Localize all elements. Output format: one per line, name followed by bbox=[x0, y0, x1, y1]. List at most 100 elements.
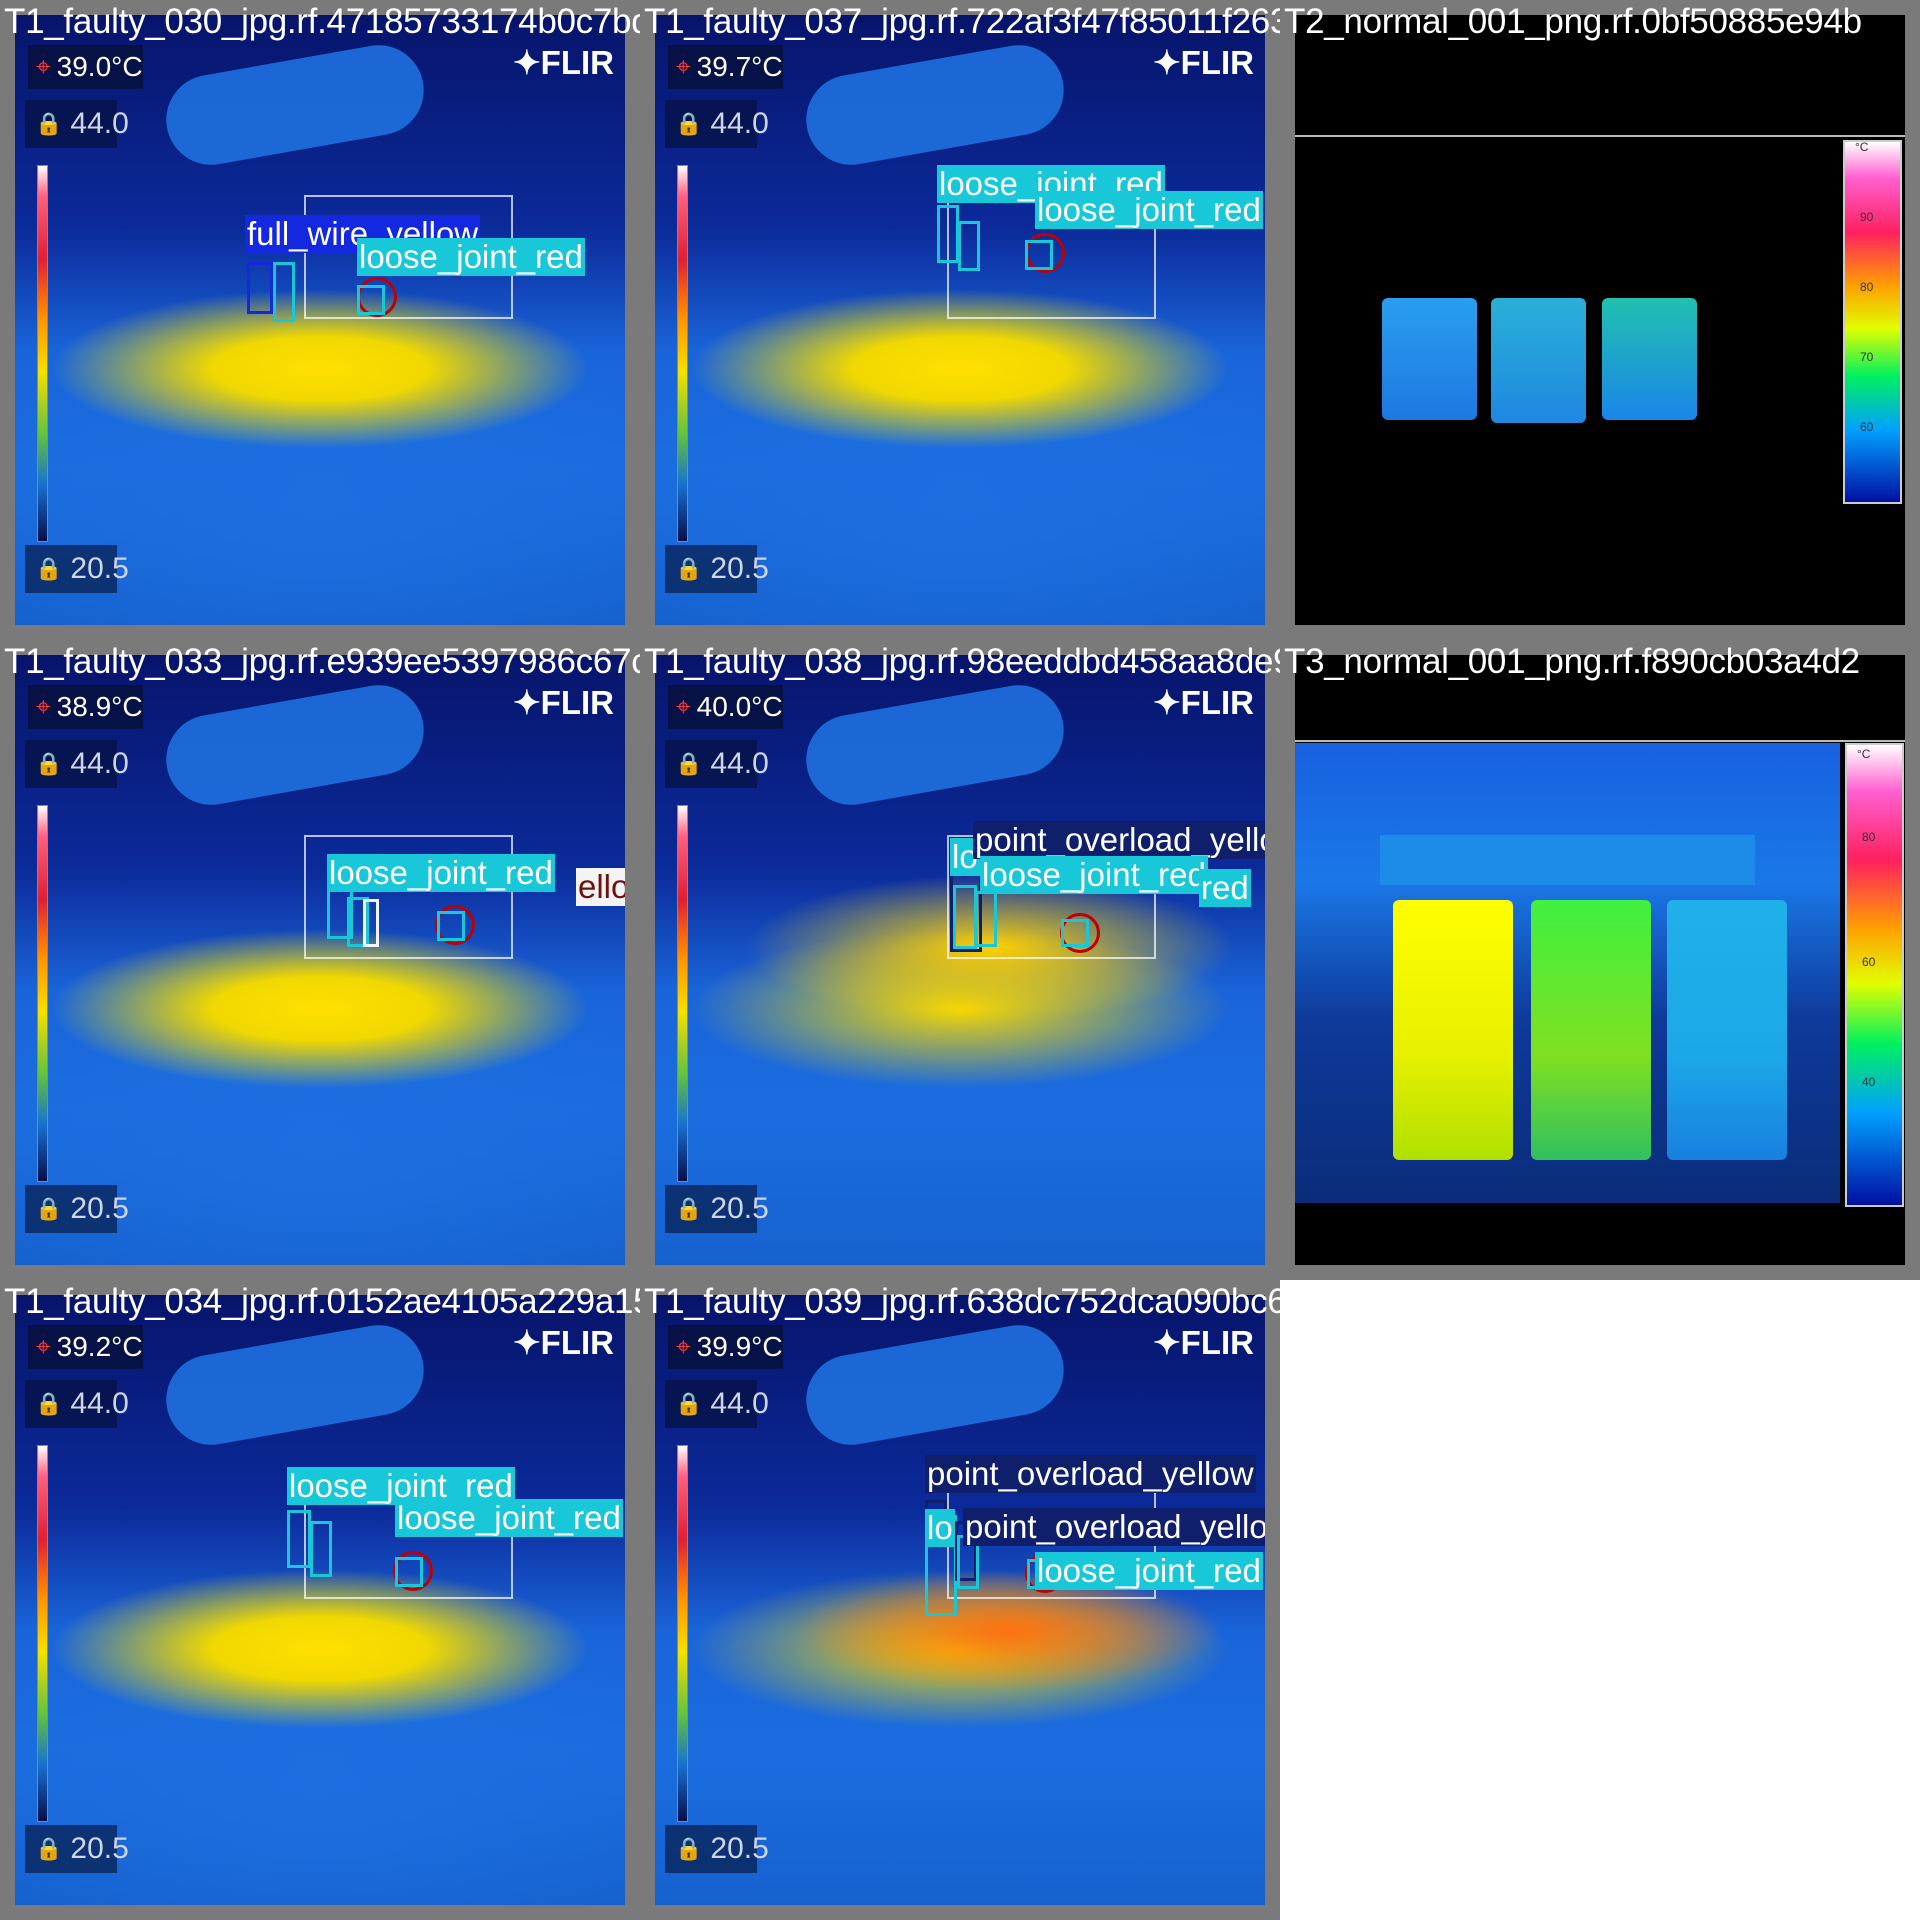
flir-logo: ✦FLIR bbox=[1153, 1324, 1254, 1361]
lock-icon: 🔒 bbox=[675, 1836, 703, 1861]
flir-logo-icon: ✦ bbox=[513, 1324, 541, 1361]
lock-icon: 🔒 bbox=[35, 111, 63, 136]
color-scale-bar bbox=[677, 805, 688, 1182]
flir-logo: ✦FLIR bbox=[513, 1324, 614, 1361]
flir-logo: ✦FLIR bbox=[1153, 44, 1254, 81]
color-scale-bar bbox=[677, 1445, 688, 1822]
scale-min: 🔒 20.5 bbox=[25, 1825, 129, 1873]
transformer-cell bbox=[1382, 298, 1477, 420]
temperature-scale-bar bbox=[1843, 140, 1902, 504]
lock-icon: 🔒 bbox=[35, 1391, 63, 1416]
bbox-loose-joint bbox=[395, 1557, 423, 1587]
thermal-image: °C 90 80 70 60 bbox=[1295, 15, 1905, 625]
scale-max: 🔒 44.0 bbox=[665, 100, 769, 148]
thermal-image: ⌖ 39.2°C ✦FLIR 🔒 44.0 🔒 20.5 loose_joint_re… bbox=[15, 1295, 625, 1905]
scale-unit: °C bbox=[1857, 747, 1871, 761]
temperature-readout: ⌖ 39.2°C bbox=[28, 1325, 143, 1369]
flir-logo: ✦FLIR bbox=[513, 684, 614, 721]
thermal-image: ⌖ 38.9°C ✦FLIR 🔒 44.0 🔒 20.5 loose_joint_re… bbox=[15, 655, 625, 1265]
filename-caption: T1_faulty_034_jpg.rf.0152ae4105a229a1589… bbox=[4, 1282, 640, 1321]
thermal-image: ⌖ 39.0°C ✦FLIR 🔒 44.0 🔒 20.5 full_wire_yell… bbox=[15, 15, 625, 625]
bbox-loose-joint bbox=[437, 911, 465, 941]
label-loose-joint-red: loose_joint_red bbox=[287, 1467, 515, 1505]
scale-max: 🔒 44.0 bbox=[25, 740, 129, 788]
temperature-readout: ⌖ 40.0°C bbox=[668, 685, 783, 729]
temperature-scale-bar bbox=[1845, 743, 1904, 1207]
lock-icon: 🔒 bbox=[35, 751, 63, 776]
color-scale-bar bbox=[37, 805, 48, 1182]
color-scale-bar bbox=[677, 165, 688, 542]
label-loose-joint-red: loose_joint_red bbox=[980, 856, 1208, 894]
temperature-readout: ⌖ 39.0°C bbox=[28, 45, 143, 89]
filename-caption: T1_faulty_033_jpg.rf.e939ee5397986c67cf6… bbox=[4, 642, 640, 681]
lock-icon: 🔒 bbox=[675, 111, 703, 136]
busbar bbox=[1380, 835, 1755, 885]
label-point-overload-yellow: point_overload_yellow bbox=[973, 821, 1265, 859]
label-lo: lo bbox=[925, 1509, 955, 1547]
scale-tick: 40 bbox=[1862, 1075, 1876, 1089]
filename-caption: T3_normal_001_png.rf.f890cb03a4d2 bbox=[1284, 642, 1860, 681]
flir-logo-icon: ✦ bbox=[1153, 44, 1181, 81]
bbox-full-wire-yellow bbox=[247, 262, 273, 314]
filename-caption: T1_faulty_038_jpg.rf.98eeddbd458aa8de9b6… bbox=[644, 642, 1280, 681]
bbox-loose-joint bbox=[273, 262, 295, 322]
bbox-loose-joint bbox=[953, 885, 977, 949]
thermal-image: ⌖ 39.7°C ✦FLIR 🔒 44.0 🔒 20.5 loose_joint_re… bbox=[655, 15, 1265, 625]
lock-icon: 🔒 bbox=[35, 556, 63, 581]
label-loose-joint-red: loose_joint_red bbox=[327, 854, 555, 892]
label-point-overload-yellow: point_overload_yellow bbox=[925, 1455, 1256, 1493]
thermal-image: ⌖ 40.0°C ✦FLIR 🔒 44.0 🔒 20.5 lo point_overl… bbox=[655, 655, 1265, 1265]
filename-caption: T2_normal_001_png.rf.0bf50885e94b bbox=[1284, 2, 1862, 41]
image-border bbox=[1295, 740, 1905, 742]
flir-logo-icon: ✦ bbox=[513, 684, 541, 721]
filename-caption: T1_faulty_039_jpg.rf.638dc752dca090bc66a bbox=[644, 1282, 1280, 1321]
temperature-readout: ⌖ 39.7°C bbox=[668, 45, 783, 89]
crosshair-icon: ⌖ bbox=[36, 51, 51, 81]
mosaic-tile-7: ⌖ 39.2°C ✦FLIR 🔒 44.0 🔒 20.5 loose_joint_re… bbox=[0, 1280, 640, 1920]
label-loose-joint-red: loose_joint_red bbox=[357, 238, 585, 276]
measure-frame bbox=[304, 835, 513, 959]
crosshair-icon: ⌖ bbox=[676, 51, 691, 81]
mosaic-tile-4: ⌖ 38.9°C ✦FLIR 🔒 44.0 🔒 20.5 loose_joint_re… bbox=[0, 640, 640, 1280]
flir-logo: ✦FLIR bbox=[1153, 684, 1254, 721]
label-point-overload-yellow: point_overload_yellow bbox=[963, 1508, 1265, 1546]
crosshair-icon: ⌖ bbox=[36, 691, 51, 721]
lock-icon: 🔒 bbox=[675, 556, 703, 581]
transformer-cell bbox=[1491, 298, 1586, 423]
scale-min: 🔒 20.5 bbox=[665, 545, 769, 593]
bbox-loose-joint bbox=[958, 221, 980, 271]
scale-max: 🔒 44.0 bbox=[25, 100, 129, 148]
bbox-loose-joint bbox=[1061, 919, 1089, 947]
label-loose-joint-red-partial: red bbox=[1199, 869, 1251, 907]
thermal-image: ⌖ 39.9°C ✦FLIR 🔒 44.0 🔒 20.5 point_overload… bbox=[655, 1295, 1265, 1905]
label-loose-joint-red: loose_joint_red bbox=[1035, 191, 1263, 229]
bbox-loose-joint bbox=[975, 891, 997, 947]
color-scale-bar bbox=[37, 1445, 48, 1822]
scale-min: 🔒 20.5 bbox=[25, 1185, 129, 1233]
mosaic-tile-8: ⌖ 39.9°C ✦FLIR 🔒 44.0 🔒 20.5 point_overload… bbox=[640, 1280, 1280, 1920]
scale-tick: 80 bbox=[1862, 830, 1876, 844]
crosshair-icon: ⌖ bbox=[676, 691, 691, 721]
scale-min: 🔒 20.5 bbox=[665, 1825, 769, 1873]
flir-logo: ✦FLIR bbox=[513, 44, 614, 81]
scale-tick: 60 bbox=[1862, 955, 1876, 969]
mosaic-tile-1: ⌖ 39.0°C ✦FLIR 🔒 44.0 🔒 20.5 full_wire_yell… bbox=[0, 0, 640, 640]
label-loose-joint-red: loose_joint_red bbox=[1035, 1552, 1263, 1590]
crosshair-icon: ⌖ bbox=[676, 1331, 691, 1361]
filename-caption: T1_faulty_030_jpg.rf.47185733174b0c7bdfd… bbox=[4, 2, 640, 41]
flir-logo-icon: ✦ bbox=[1153, 1324, 1181, 1361]
scale-tick: 80 bbox=[1860, 280, 1874, 294]
filename-caption: T1_faulty_037_jpg.rf.722af3f47f85011f263… bbox=[644, 2, 1280, 41]
image-border bbox=[1295, 135, 1905, 137]
scale-tick: 70 bbox=[1860, 350, 1874, 364]
temperature-readout: ⌖ 38.9°C bbox=[28, 685, 143, 729]
bbox-loose-joint bbox=[937, 205, 959, 263]
thermal-image: °C 80 60 40 bbox=[1295, 655, 1905, 1265]
mosaic-tile-3: °C 90 80 70 60 T2_normal_001_png.rf.0bf5… bbox=[1280, 0, 1920, 640]
lock-icon: 🔒 bbox=[675, 1196, 703, 1221]
transformer-cell bbox=[1602, 298, 1697, 420]
bbox-other bbox=[363, 899, 379, 947]
mosaic-tile-6: °C 80 60 40 T3_normal_001_png.rf.f890cb0… bbox=[1280, 640, 1920, 1280]
lock-icon: 🔒 bbox=[675, 751, 703, 776]
scale-max: 🔒 44.0 bbox=[665, 740, 769, 788]
